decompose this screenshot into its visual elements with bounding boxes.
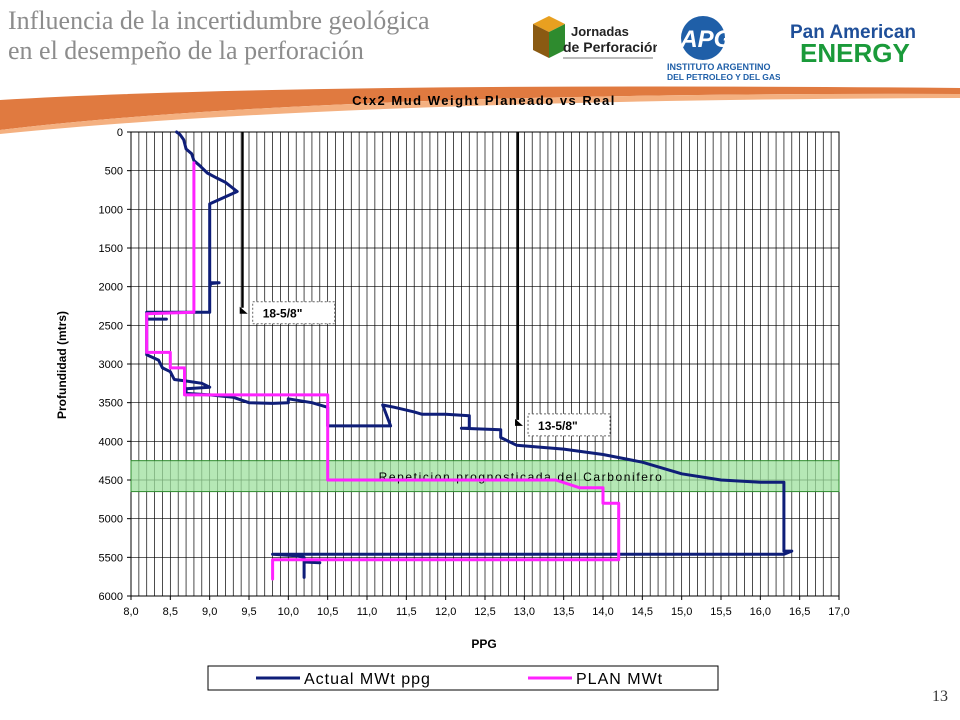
x-tick-label: 14,5 <box>632 606 653 618</box>
chart-title: Ctx2 Mud Weight Planeado vs Real <box>352 93 616 108</box>
x-axis-label: PPG <box>471 637 496 651</box>
casing-label-box-0 <box>252 301 336 325</box>
pae-logo-line-2: ENERGY <box>800 38 910 68</box>
y-tick-label: 500 <box>105 166 123 178</box>
carbonifero-band <box>130 460 840 493</box>
legend-label-plan: PLAN MWt <box>576 671 663 688</box>
pae-logo-line-1: Pan American <box>790 22 916 43</box>
x-tick-label: 12,0 <box>435 606 456 618</box>
slide-title: Influencia de la incertidumbre geológica… <box>8 6 528 66</box>
x-tick-label: 17,0 <box>828 606 849 618</box>
y-tick-label: 1500 <box>99 243 123 255</box>
y-tick-label: 3500 <box>99 398 123 410</box>
legend-label-actual: Actual MWt ppg <box>304 671 431 688</box>
x-tick-label: 9,5 <box>241 606 256 618</box>
iapg-logo-acronym: IAPG <box>674 26 733 53</box>
iapg-logo-line-1: INSTITUTO ARGENTINO <box>667 62 771 72</box>
plot-area: Repeticion prognosticada del Carbonifero… <box>99 127 850 618</box>
pan-american-energy-logo: Pan American ENERGY <box>790 22 916 68</box>
mud-weight-chart: Ctx2 Mud Weight Planeado vs Real Repetic… <box>55 93 850 691</box>
x-tick-label: 11,5 <box>396 606 417 618</box>
x-tick-label: 13,0 <box>514 606 535 618</box>
y-tick-label: 5000 <box>99 514 123 526</box>
page-number: 13 <box>932 688 948 705</box>
x-tick-label: 10,5 <box>317 606 338 618</box>
header-swoosh <box>0 86 960 134</box>
chart-legend: Actual MWt ppg PLAN MWt <box>207 665 719 691</box>
x-tick-label: 16,5 <box>789 606 810 618</box>
jornadas-logo-text-2: de Perforación <box>563 39 657 55</box>
y-tick-label: 4500 <box>99 475 123 487</box>
y-tick-label: 5500 <box>99 552 123 564</box>
x-tick-label: 11,0 <box>357 606 378 618</box>
x-tick-label: 12,5 <box>474 606 495 618</box>
y-tick-label: 4000 <box>99 436 123 448</box>
y-tick-label: 2000 <box>99 282 123 294</box>
iapg-logo-line-2: DEL PETROLEO Y DEL GAS <box>667 72 780 82</box>
carbonifero-band-label: Repeticion prognosticada del Carbonifero <box>379 470 664 484</box>
series-plan-mwt <box>145 161 621 581</box>
x-tick-label: 15,0 <box>671 606 692 618</box>
x-tick-label: 15,5 <box>710 606 731 618</box>
slide-title-line-1: Influencia de la incertidumbre geológica <box>8 6 430 35</box>
y-tick-label: 3000 <box>99 359 123 371</box>
slide-title-line-2: en el desempeño de la perforación <box>8 36 364 65</box>
jornadas-logo: Jornadas de Perforación <box>533 16 657 59</box>
casing-label-0: 18-5/8" <box>263 307 303 321</box>
x-tick-label: 10,0 <box>278 606 299 618</box>
x-tick-label: 8,5 <box>163 606 178 618</box>
x-tick-label: 8,0 <box>123 606 138 618</box>
x-tick-label: 16,0 <box>750 606 771 618</box>
casing-arrow-1 <box>515 418 524 426</box>
casing-arrow-0 <box>239 306 248 314</box>
y-tick-label: 6000 <box>99 591 123 603</box>
x-tick-label: 13,5 <box>553 606 574 618</box>
y-tick-label: 0 <box>117 127 123 139</box>
casing-label-box-1 <box>527 413 611 437</box>
x-tick-label: 14,0 <box>592 606 613 618</box>
series-actual-mwt <box>145 130 794 579</box>
jornadas-logo-text-1: Jornadas <box>571 24 629 39</box>
x-tick-label: 9,0 <box>202 606 217 618</box>
y-axis-label: Profundidad (mtrs) <box>55 311 69 419</box>
iapg-logo: IAPG INSTITUTO ARGENTINO DEL PETROLEO Y … <box>667 16 780 82</box>
casing-label-1: 13-5/8" <box>538 419 578 433</box>
y-tick-label: 2500 <box>99 320 123 332</box>
y-tick-label: 1000 <box>99 204 123 216</box>
